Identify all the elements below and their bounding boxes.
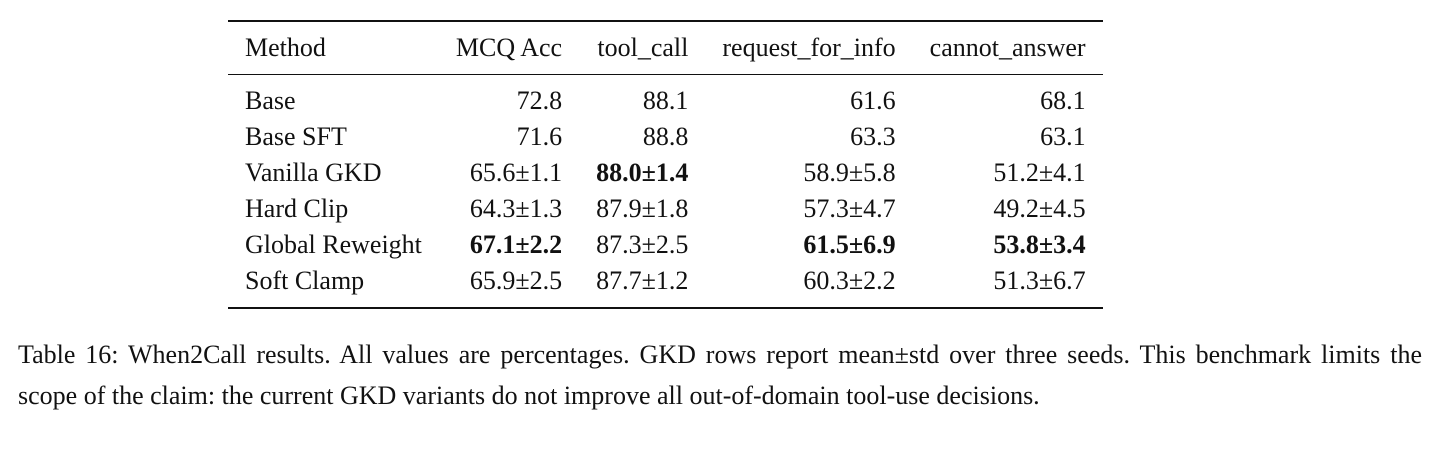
header-cell: MCQ Acc [438,21,580,75]
value-cell: 88.8 [642,122,689,151]
value-cell: 87.7±1.2 [596,266,689,295]
value-cell: 67.1±2.2 [469,230,563,259]
table-row: Global Reweight 67.1±2.2 87.3±2.5 61.5±6.9 5… [228,227,1103,263]
value-cell: 88.1 [642,86,689,115]
method-cell: Vanilla GKD [245,158,382,187]
value-cell: 64.3±1.3 [469,194,563,223]
value-cell: 87.9±1.8 [596,194,689,223]
table-caption: Table 16: When2Call results. All values … [18,340,1422,410]
value-cell: 65.6±1.1 [469,158,563,187]
value-cell: 72.8 [516,86,563,115]
table-body: Base 72.8 88.1 61.6 68.1 Base SFT 71.6 88.8 63.3… [228,75,1103,309]
table-header: Method MCQ Acc tool_call request_for_info ca… [228,21,1103,75]
value-cell: 87.3±2.5 [596,230,689,259]
table-row: Vanilla GKD 65.6±1.1 88.0±1.4 58.9±5.8 51.2±… [228,155,1103,191]
header-row: Method MCQ Acc tool_call request_for_info ca… [228,21,1103,75]
results-table: Method MCQ Acc tool_call request_for_info ca… [228,20,1103,309]
table-row: Base SFT 71.6 88.8 63.3 63.1 [228,119,1103,155]
value-cell: 49.2±4.5 [993,194,1086,223]
value-cell: 58.9±5.8 [803,158,896,187]
table-row: Soft Clamp 65.9±2.5 87.7±1.2 60.3±2.2 51.3±6… [228,263,1103,308]
table-row: Hard Clip 64.3±1.3 87.9±1.8 57.3±4.7 49.2±4.… [228,191,1103,227]
method-cell: Base SFT [245,122,347,151]
value-cell: 63.3 [850,122,896,151]
value-cell: 53.8±3.4 [993,230,1086,259]
value-cell: 57.3±4.7 [803,194,896,223]
method-cell: Hard Clip [245,194,349,223]
method-cell: Soft Clamp [245,266,365,295]
value-cell: 88.0±1.4 [596,158,689,187]
value-cell: 63.1 [1040,122,1086,151]
value-cell: 71.6 [516,122,563,151]
table-row: Base 72.8 88.1 61.6 68.1 [228,75,1103,120]
value-cell: 65.9±2.5 [469,266,563,295]
value-cell: 51.3±6.7 [993,266,1086,295]
header-cell: Method [228,21,439,75]
header-cell: request_for_info [705,21,913,75]
method-cell: Base [245,86,296,115]
value-cell: 51.2±4.1 [993,158,1086,187]
value-cell: 68.1 [1040,86,1086,115]
value-cell: 60.3±2.2 [803,266,896,295]
header-cell: tool_call [579,21,706,75]
header-cell: cannot_answer [912,21,1103,75]
value-cell: 61.6 [850,86,896,115]
value-cell: 61.5±6.9 [803,230,896,259]
method-cell: Global Reweight [245,230,422,259]
